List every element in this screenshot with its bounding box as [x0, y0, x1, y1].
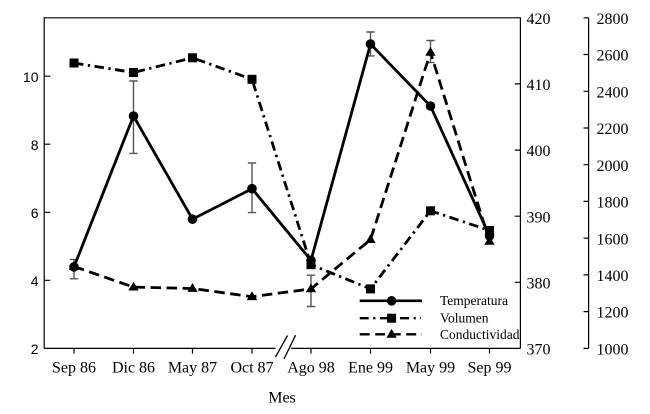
svg-text:Mes: Mes — [268, 390, 296, 407]
svg-text:380: 380 — [527, 275, 551, 292]
svg-text:2800: 2800 — [597, 11, 629, 28]
svg-text:Conductividad: Conductividad — [440, 327, 520, 342]
svg-text:8: 8 — [31, 137, 39, 153]
svg-text:May 99: May 99 — [406, 360, 455, 377]
svg-text:1800: 1800 — [597, 195, 629, 212]
svg-text:2: 2 — [31, 341, 39, 357]
svg-text:2200: 2200 — [597, 121, 629, 138]
svg-text:1600: 1600 — [597, 231, 629, 248]
svg-text:Ene 99: Ene 99 — [348, 360, 393, 377]
svg-text:1400: 1400 — [597, 268, 629, 285]
svg-text:10: 10 — [23, 69, 39, 85]
svg-text:6: 6 — [31, 205, 39, 221]
svg-text:2000: 2000 — [597, 158, 629, 175]
svg-text:1000: 1000 — [597, 342, 629, 359]
svg-text:400: 400 — [527, 143, 551, 160]
svg-text:1200: 1200 — [597, 305, 629, 322]
svg-text:410: 410 — [527, 77, 551, 94]
svg-text:Temperatura: Temperatura — [440, 293, 508, 308]
svg-text:Sep 86: Sep 86 — [52, 360, 96, 377]
svg-text:Volumen: Volumen — [440, 311, 489, 326]
svg-text:420: 420 — [527, 11, 551, 28]
svg-text:Sep 99: Sep 99 — [468, 360, 512, 377]
svg-text:2400: 2400 — [597, 84, 629, 101]
svg-text:Dic 86: Dic 86 — [112, 360, 155, 377]
svg-text:370: 370 — [527, 342, 551, 359]
svg-text:Ago 98: Ago 98 — [287, 360, 335, 377]
svg-text:4: 4 — [31, 273, 39, 289]
svg-text:May 87: May 87 — [168, 360, 217, 377]
svg-text:2600: 2600 — [597, 48, 629, 65]
svg-text:390: 390 — [527, 209, 551, 226]
svg-text:Oct 87: Oct 87 — [230, 360, 273, 377]
